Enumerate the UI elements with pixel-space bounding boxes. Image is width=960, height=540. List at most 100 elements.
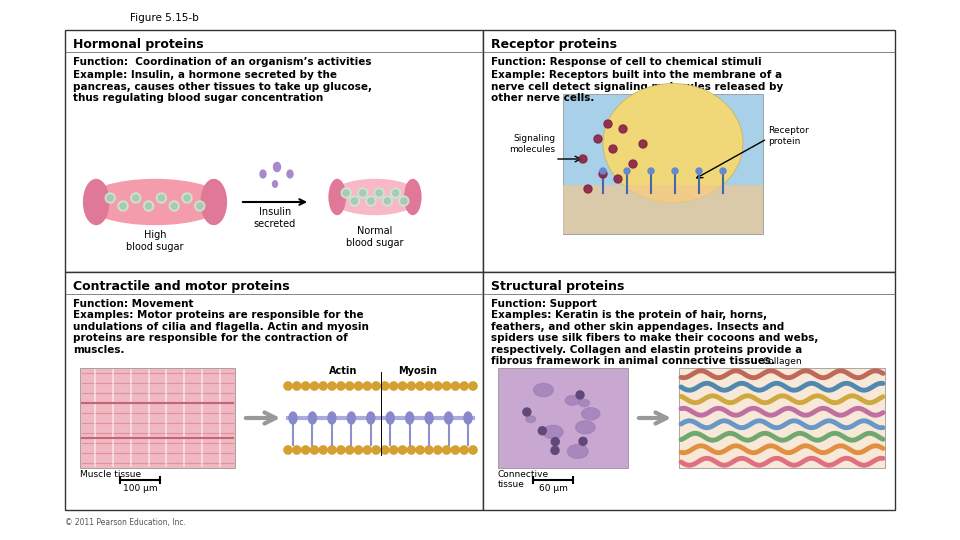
Text: Contractile and motor proteins: Contractile and motor proteins	[73, 280, 290, 293]
Circle shape	[460, 382, 468, 390]
Circle shape	[639, 140, 647, 148]
Circle shape	[106, 193, 115, 203]
Circle shape	[197, 203, 203, 209]
Circle shape	[390, 446, 397, 454]
Ellipse shape	[260, 170, 266, 178]
Bar	[80, 368, 235, 468]
Circle shape	[469, 446, 477, 454]
Circle shape	[349, 196, 359, 206]
Circle shape	[310, 382, 319, 390]
Circle shape	[425, 382, 433, 390]
Circle shape	[363, 382, 372, 390]
Bar	[65, 30, 483, 272]
Circle shape	[320, 446, 327, 454]
Circle shape	[108, 195, 113, 201]
Ellipse shape	[386, 412, 395, 424]
Ellipse shape	[576, 421, 595, 434]
Circle shape	[469, 382, 477, 390]
Circle shape	[398, 196, 409, 206]
Circle shape	[284, 446, 292, 454]
Circle shape	[381, 382, 389, 390]
Text: Example: Receptors built into the membrane of a
nerve cell detect signaling mole: Example: Receptors built into the membra…	[491, 70, 783, 103]
Text: Examples: Keratin is the protein of hair, horns,
feathers, and other skin append: Examples: Keratin is the protein of hair…	[491, 310, 818, 367]
Circle shape	[346, 382, 353, 390]
Ellipse shape	[202, 179, 227, 225]
Text: Function: Movement: Function: Movement	[73, 299, 194, 309]
Bar	[563, 94, 763, 234]
Ellipse shape	[330, 179, 420, 214]
Text: Function:  Coordination of an organism’s activities: Function: Coordination of an organism’s …	[73, 57, 372, 67]
Circle shape	[358, 188, 368, 198]
Circle shape	[451, 382, 460, 390]
Ellipse shape	[85, 179, 225, 225]
Circle shape	[434, 446, 442, 454]
Text: 60 μm: 60 μm	[539, 484, 567, 493]
Circle shape	[381, 446, 389, 454]
Circle shape	[341, 188, 351, 198]
Circle shape	[600, 168, 606, 174]
Circle shape	[328, 382, 336, 390]
Circle shape	[416, 382, 424, 390]
Circle shape	[293, 382, 300, 390]
Ellipse shape	[603, 84, 743, 202]
Text: Receptor proteins: Receptor proteins	[491, 38, 617, 51]
Circle shape	[171, 203, 178, 209]
Circle shape	[407, 382, 416, 390]
Circle shape	[398, 446, 406, 454]
Text: Connective
tissue: Connective tissue	[498, 470, 549, 489]
Ellipse shape	[287, 170, 293, 178]
Circle shape	[407, 446, 416, 454]
Circle shape	[328, 446, 336, 454]
Circle shape	[390, 382, 397, 390]
Bar	[679, 368, 885, 468]
Circle shape	[604, 120, 612, 128]
Ellipse shape	[526, 416, 536, 422]
Circle shape	[381, 446, 389, 454]
Ellipse shape	[406, 412, 414, 424]
Circle shape	[284, 446, 292, 454]
Circle shape	[354, 446, 363, 454]
Circle shape	[594, 135, 602, 143]
Circle shape	[425, 446, 433, 454]
Circle shape	[131, 193, 141, 203]
Bar	[65, 272, 483, 510]
Circle shape	[118, 201, 128, 211]
Text: Function: Support: Function: Support	[491, 299, 597, 309]
Text: © 2011 Pearson Education, Inc.: © 2011 Pearson Education, Inc.	[65, 518, 186, 527]
Circle shape	[320, 446, 327, 454]
Circle shape	[599, 170, 607, 178]
Circle shape	[328, 382, 336, 390]
Circle shape	[337, 446, 345, 454]
Circle shape	[301, 446, 310, 454]
Circle shape	[284, 382, 292, 390]
Circle shape	[460, 446, 468, 454]
Circle shape	[416, 446, 424, 454]
Circle shape	[469, 382, 477, 390]
Text: Function: Response of cell to chemical stimuli: Function: Response of cell to chemical s…	[491, 57, 761, 67]
Circle shape	[469, 446, 477, 454]
Circle shape	[363, 446, 372, 454]
Circle shape	[551, 437, 560, 446]
Circle shape	[696, 168, 702, 174]
Circle shape	[368, 198, 373, 204]
Circle shape	[354, 446, 363, 454]
Ellipse shape	[464, 412, 472, 424]
Circle shape	[393, 190, 398, 196]
Circle shape	[320, 382, 327, 390]
Text: 100 μm: 100 μm	[123, 484, 157, 493]
Ellipse shape	[567, 444, 588, 458]
Circle shape	[363, 382, 372, 390]
Circle shape	[398, 446, 406, 454]
Circle shape	[539, 427, 546, 435]
Circle shape	[310, 446, 319, 454]
Circle shape	[579, 155, 587, 163]
Circle shape	[434, 382, 442, 390]
Text: Muscle tissue: Muscle tissue	[80, 470, 141, 479]
Text: Normal
blood sugar: Normal blood sugar	[347, 226, 404, 248]
Circle shape	[346, 382, 353, 390]
Ellipse shape	[543, 426, 564, 439]
Circle shape	[169, 201, 180, 211]
Circle shape	[320, 382, 327, 390]
Circle shape	[629, 160, 637, 168]
Circle shape	[328, 446, 336, 454]
